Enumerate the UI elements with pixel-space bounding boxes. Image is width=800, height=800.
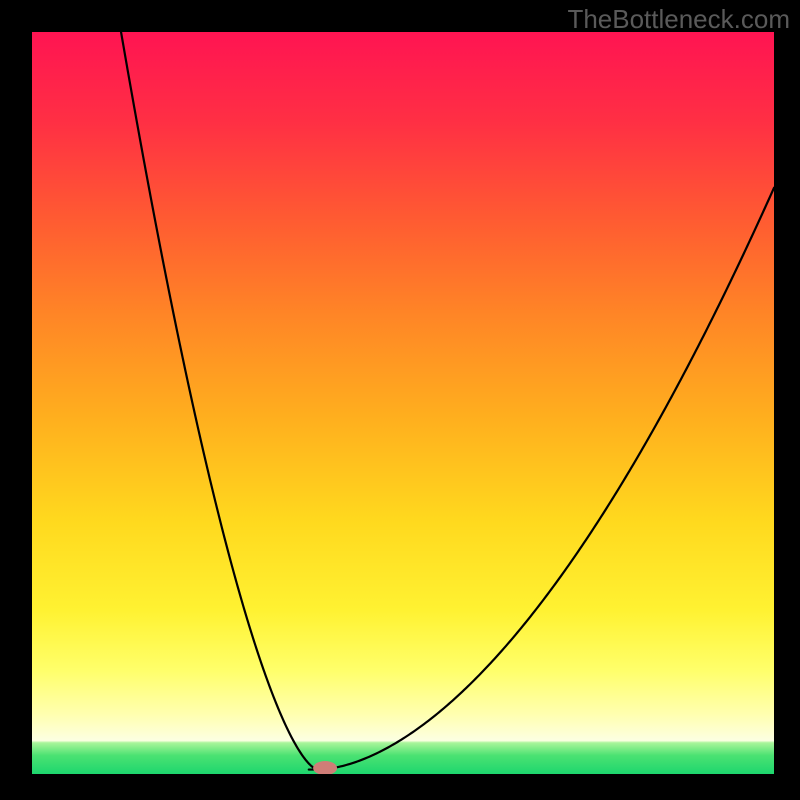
plot-area bbox=[32, 32, 774, 774]
plot-svg bbox=[32, 32, 774, 774]
gradient-background bbox=[32, 32, 774, 774]
chart-container: TheBottleneck.com bbox=[0, 0, 800, 800]
watermark-text: TheBottleneck.com bbox=[567, 4, 790, 35]
